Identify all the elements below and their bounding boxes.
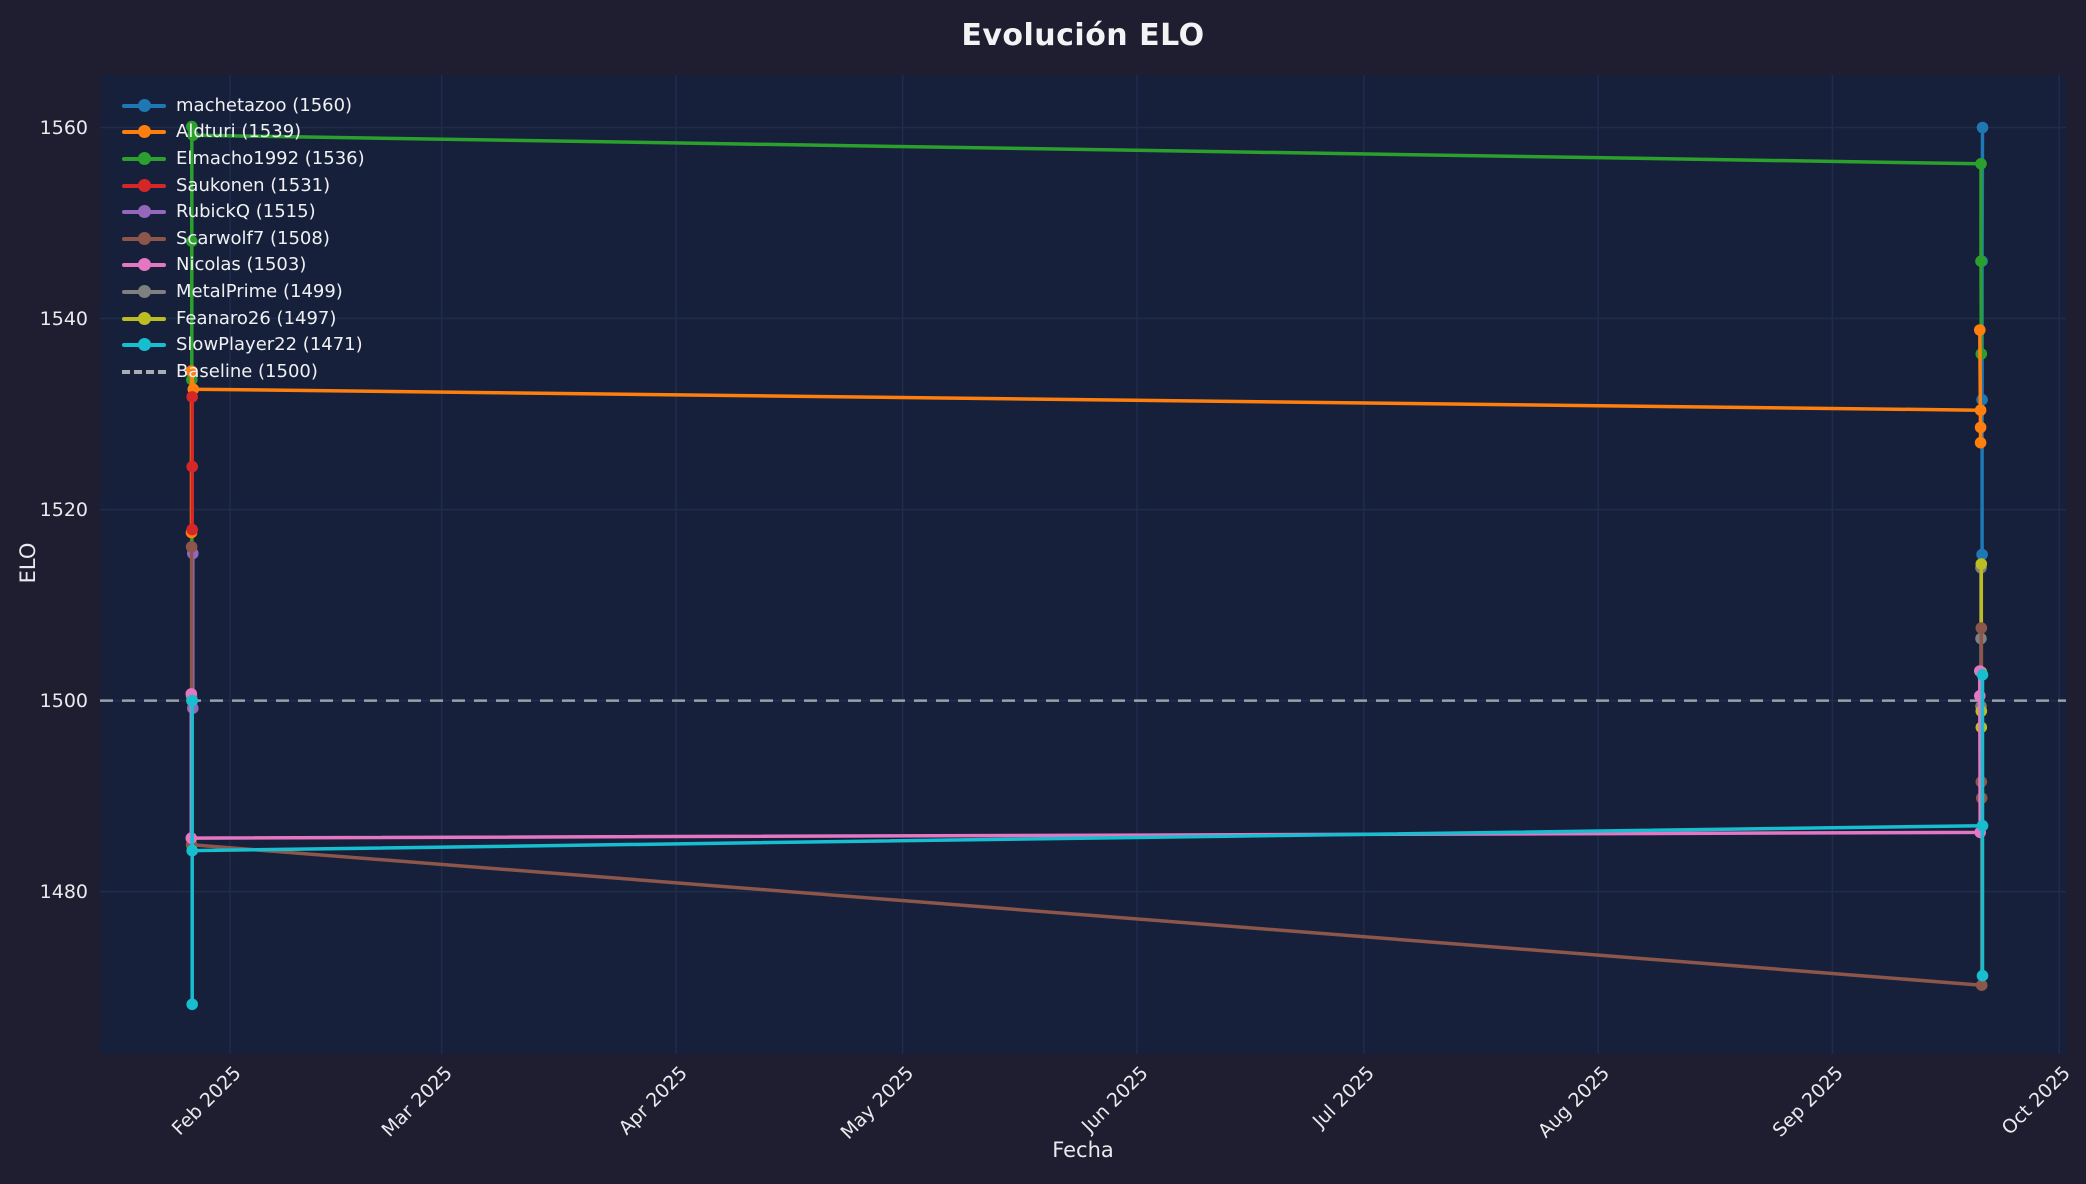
- dot-sample: [138, 258, 151, 272]
- dashed-line-sample: [122, 369, 166, 374]
- data-point-machetazoo: [1976, 393, 1988, 406]
- y-axis-label: ELO: [16, 542, 40, 584]
- y-tick-label: 1500: [39, 689, 88, 712]
- legend-item: SlowPlayer22 (1471): [122, 331, 365, 358]
- y-tick-label: 1560: [39, 116, 88, 139]
- x-tick-label: Oct 2025: [1859, 1062, 2074, 1139]
- data-point-Scarwolf7: [1975, 622, 1988, 634]
- x-tick-label: May 2025: [703, 1062, 918, 1144]
- data-point-Aldturi: [1974, 436, 1987, 449]
- series-line-Nicolas: [189, 669, 1982, 840]
- data-point-Saukonen: [186, 391, 198, 403]
- x-tick-label: Mar 2025: [242, 1062, 457, 1141]
- data-point-Scarwolf7: [185, 541, 198, 553]
- legend-label: Aldturi (1539): [176, 121, 302, 143]
- legend-line-marker-icon: [122, 151, 166, 165]
- legend-line-marker-icon: [122, 205, 166, 219]
- x-tick-label: Jun 2025: [937, 1062, 1153, 1137]
- data-point-Aldturi: [185, 365, 198, 377]
- legend: machetazoo (1560) Aldturi (1539) Elmacho19…: [122, 92, 365, 385]
- data-point-Saukonen: [186, 523, 198, 536]
- data-point-Feanaro26: [1975, 558, 1988, 570]
- data-point-Aldturi: [1974, 324, 1986, 336]
- x-tick-label: Sep 2025: [1632, 1062, 1848, 1141]
- data-point-machetazoo: [1976, 121, 1989, 134]
- data-point-SlowPlayer22: [186, 694, 198, 707]
- dot-sample: [138, 178, 151, 192]
- legend-dashed-line-icon: [122, 365, 166, 378]
- x-tick-label: Feb 2025: [30, 1062, 246, 1140]
- legend-label: machetazoo (1560): [176, 94, 353, 116]
- legend-label: Nicolas (1503): [176, 254, 307, 276]
- legend-line-marker-icon: [122, 311, 166, 325]
- dot-sample: [138, 284, 151, 298]
- legend-label: MetalPrime (1499): [176, 280, 343, 302]
- legend-item: Nicolas (1503): [122, 252, 365, 279]
- legend-line-marker-icon: [122, 98, 166, 112]
- series-line-Scarwolf7: [189, 545, 1984, 987]
- legend-label: Feanaro26 (1497): [176, 307, 337, 329]
- legend-line-marker-icon: [122, 338, 166, 352]
- legend-item: Aldturi (1539): [122, 119, 365, 146]
- dot-sample: [138, 231, 151, 245]
- legend-line-marker-icon: [122, 258, 166, 272]
- data-point-SlowPlayer22: [1976, 969, 1989, 982]
- series-line-Aldturi: [189, 328, 1983, 535]
- legend-label: Baseline (1500): [176, 360, 318, 382]
- dot-sample: [138, 338, 151, 352]
- x-tick-label: Jul 2025: [1164, 1062, 1379, 1132]
- y-tick-label: 1520: [39, 498, 88, 521]
- data-point-Saukonen: [186, 460, 198, 473]
- legend-item: MetalPrime (1499): [122, 278, 365, 305]
- data-point-machetazoo: [1976, 548, 1988, 561]
- y-tick-label: 1480: [39, 880, 88, 903]
- legend-label: Elmacho1992 (1536): [176, 147, 365, 169]
- legend-item: Baseline (1500): [122, 358, 365, 385]
- chart-title: Evolución ELO: [961, 18, 1205, 53]
- legend-item: machetazoo (1560): [122, 92, 365, 119]
- data-point-Elmacho1992: [186, 120, 198, 133]
- dot-sample: [138, 311, 151, 325]
- legend-item: Saukonen (1531): [122, 172, 365, 199]
- legend-item: RubickQ (1515): [122, 198, 365, 225]
- series-line-Elmacho1992: [190, 124, 1984, 703]
- legend-label: SlowPlayer22 (1471): [176, 334, 363, 356]
- data-point-SlowPlayer22: [1976, 819, 1989, 832]
- legend-line-marker-icon: [122, 231, 166, 245]
- dot-sample: [138, 125, 151, 139]
- legend-line-marker-icon: [122, 125, 166, 139]
- data-point-Elmacho1992: [1975, 158, 1987, 170]
- legend-item: Scarwolf7 (1508): [122, 225, 365, 252]
- plot-area: [100, 75, 2066, 1054]
- data-point-SlowPlayer22: [186, 998, 198, 1011]
- data-point-Aldturi: [1974, 421, 1987, 434]
- legend-label: Saukonen (1531): [176, 174, 331, 196]
- data-point-Elmacho1992: [1975, 255, 1987, 267]
- dot-sample: [138, 205, 151, 219]
- data-point-Scarwolf7: [1975, 979, 1988, 991]
- dot-sample: [138, 151, 151, 165]
- dot-sample: [138, 98, 151, 112]
- data-point-Aldturi: [1974, 404, 1987, 417]
- data-point-Elmacho1992: [186, 235, 198, 247]
- data-point-SlowPlayer22: [186, 844, 198, 857]
- data-point-SlowPlayer22: [1976, 669, 1989, 681]
- y-tick-label: 1540: [39, 307, 88, 330]
- legend-line-marker-icon: [122, 284, 166, 298]
- data-point-Elmacho1992: [187, 129, 199, 141]
- x-tick-label: Aug 2025: [1398, 1062, 1613, 1142]
- series-line-SlowPlayer22: [190, 673, 1985, 1007]
- x-axis-label: Fecha: [1052, 1138, 1114, 1162]
- legend-label: RubickQ (1515): [176, 201, 316, 223]
- x-tick-label: Apr 2025: [476, 1062, 691, 1139]
- legend-item: Elmacho1992 (1536): [122, 145, 365, 172]
- legend-item: Feanaro26 (1497): [122, 305, 365, 332]
- legend-line-marker-icon: [122, 178, 166, 192]
- legend-label: Scarwolf7 (1508): [176, 227, 330, 249]
